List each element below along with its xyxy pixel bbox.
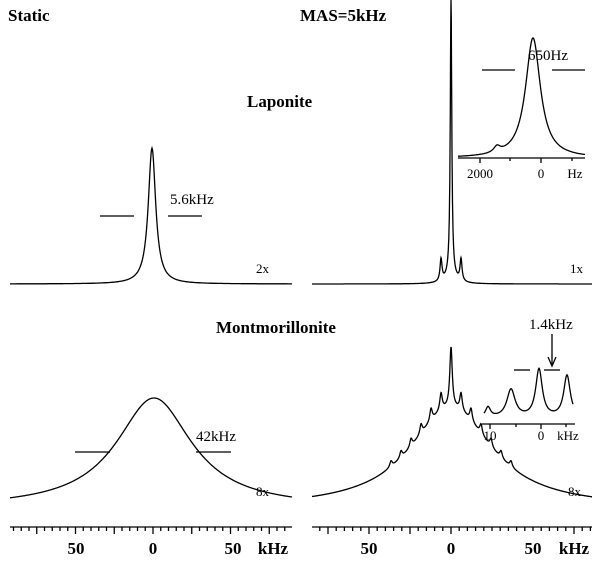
spectrum — [9, 397, 293, 499]
sample-name: Montmorillonite — [216, 318, 336, 337]
axis-unit: kHz — [258, 539, 289, 558]
inset-unit: Hz — [567, 166, 582, 181]
inset-unit: kHz — [557, 428, 579, 443]
axis-tick-label: 50 — [525, 539, 542, 558]
linewidth-bars — [75, 69, 585, 453]
mas-label: MAS=5kHz — [300, 6, 387, 25]
inset-spectrum — [483, 367, 574, 415]
linewidth-label: 42kHz — [196, 429, 236, 445]
inset-spectrum — [458, 37, 586, 157]
axis-tick-label: 0 — [149, 539, 158, 558]
spectrum — [312, 346, 593, 498]
axis-tick-label: 0 — [447, 539, 456, 558]
inset-linewidth: 1.4kHz — [529, 317, 573, 333]
spectrum — [312, 0, 592, 285]
scale-label: 8x — [568, 484, 582, 499]
spectra — [9, 0, 593, 499]
axis-tick-label: 50 — [68, 539, 85, 558]
static-label: Static — [8, 6, 50, 25]
sample-name: Laponite — [247, 92, 313, 111]
linewidth-label: 5.6kHz — [170, 192, 214, 208]
inset-axes — [458, 157, 585, 429]
axis-unit: kHz — [559, 539, 590, 558]
spectrum — [10, 145, 292, 285]
axis-tick-label: 50 — [361, 539, 378, 558]
axes — [10, 526, 592, 534]
axis-tick-label: 50 — [225, 539, 242, 558]
scale-label: 2x — [256, 261, 270, 276]
inset-tick-label: 0 — [538, 166, 545, 181]
inset-linewidth: 650Hz — [528, 48, 568, 64]
scale-label: 1x — [570, 261, 584, 276]
inset-tick-label: 0 — [538, 428, 545, 443]
inset-tick-label: 2000 — [467, 166, 493, 181]
